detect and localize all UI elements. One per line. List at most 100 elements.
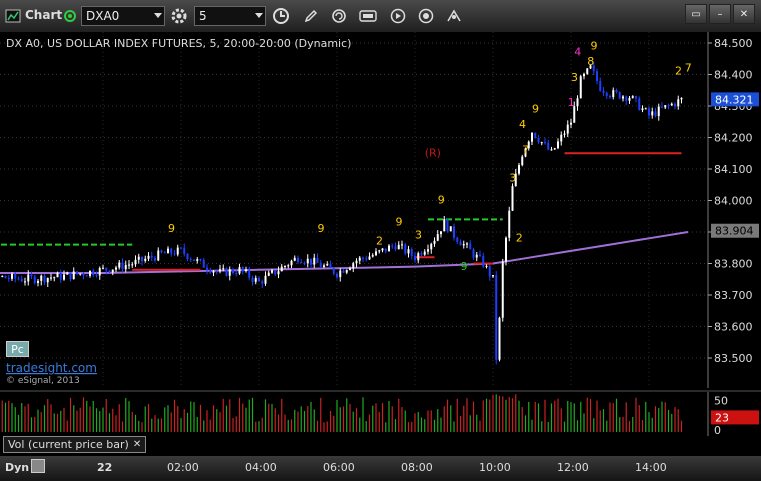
symbol-value: DXA0 [86, 9, 120, 23]
sma-price-tag [711, 223, 759, 238]
dyn-label[interactable]: Dyn [5, 461, 30, 474]
close-icon[interactable]: ✕ [733, 4, 755, 24]
candle-body [115, 267, 117, 270]
candle-body [407, 249, 410, 254]
candle-body [596, 71, 598, 82]
interval-select[interactable]: 5 [194, 6, 266, 26]
close-icon[interactable]: ✕ [132, 439, 142, 450]
candle-body [202, 259, 205, 268]
candle-body [609, 95, 611, 97]
candle-body [173, 253, 176, 255]
setup-annotation: 9 [396, 216, 403, 229]
candle-body [349, 268, 351, 271]
candle-body [537, 137, 540, 143]
candle-body [1, 275, 4, 277]
setup-annotation: 3 [571, 71, 578, 84]
candle-body [24, 281, 26, 283]
chevron-down-icon[interactable] [255, 13, 263, 18]
candle-body [664, 105, 667, 108]
refresh-icon[interactable] [329, 6, 349, 26]
record-icon[interactable] [416, 6, 436, 26]
candle-body [128, 264, 130, 266]
candle-body [449, 226, 452, 232]
setup-annotation: (R) [574, 32, 590, 33]
candle-body [420, 253, 423, 255]
tools-icon[interactable] [358, 6, 378, 26]
candle-body [50, 277, 52, 279]
chevron-down-icon[interactable] [154, 13, 162, 18]
chart-window-icon [3, 6, 23, 26]
clock-icon[interactable] [271, 6, 291, 26]
last-price-tag [711, 92, 759, 107]
symbol-input[interactable]: DXA0 [81, 6, 165, 26]
candle-body [124, 264, 127, 270]
setup-annotation: 9 [591, 39, 598, 52]
gear-icon[interactable] [169, 6, 189, 26]
candle-body [82, 273, 85, 276]
chart-title: DX A0, US DOLLAR INDEX FUTURES, 5, 20:00… [6, 37, 351, 50]
candle-body [27, 274, 30, 282]
setup-annotation: (R) [425, 146, 441, 159]
lock-icon[interactable] [31, 459, 45, 473]
candle-body [638, 98, 641, 111]
candle-body [316, 257, 319, 263]
candle-body [446, 219, 449, 232]
link-status-icon[interactable] [60, 6, 80, 26]
watermark-site[interactable]: tradesight.com [6, 361, 97, 375]
candle-body [628, 97, 631, 101]
pc-badge[interactable]: Pc [6, 341, 29, 357]
candle-body [323, 265, 325, 267]
candle-body [11, 273, 13, 279]
candle-body [401, 244, 403, 246]
candle-body [521, 156, 524, 166]
candle-body [501, 261, 504, 318]
play-icon[interactable] [388, 6, 408, 26]
candle-body [222, 268, 225, 270]
candle-body [368, 256, 371, 260]
setup-annotation: 9 [168, 222, 175, 235]
candle-body [547, 142, 550, 150]
interval-value: 5 [199, 9, 207, 23]
pencil-icon[interactable] [301, 6, 321, 26]
candle-body [17, 278, 20, 280]
candle-body [147, 255, 150, 259]
minimize-icon[interactable]: – [709, 4, 731, 24]
setup-annotation: 2 [516, 231, 523, 244]
candle-body [592, 65, 595, 72]
x-tick-label: 10:00 [479, 461, 511, 474]
candle-body [245, 269, 247, 272]
price-chart[interactable]: (R)(R)59929399237491348927 84.50084.4008… [0, 32, 761, 388]
candle-body [332, 268, 335, 274]
candle-body [378, 250, 381, 252]
volume-panel[interactable]: 50 023 [0, 390, 761, 436]
candle-body [14, 273, 17, 279]
candle-body [85, 275, 88, 277]
sma-line [0, 231, 689, 274]
candle-body [622, 96, 624, 99]
candle-body [371, 255, 374, 257]
candle-body [170, 248, 173, 254]
candle-body [466, 243, 468, 245]
candle-body [186, 253, 189, 260]
y-tick-label: 84.000 [714, 195, 753, 208]
candle-body [443, 219, 446, 232]
candle-body [206, 267, 208, 271]
candle-body [248, 269, 251, 278]
candle-body [680, 97, 683, 100]
candle-body [105, 267, 108, 271]
candle-body [404, 244, 407, 254]
volume-label[interactable]: Vol (current price bar) ✕ [3, 436, 147, 453]
candle-body [137, 256, 140, 260]
candle-body [391, 245, 394, 247]
candle-body [459, 241, 462, 246]
candle-body [134, 259, 137, 265]
price-axis[interactable] [708, 32, 761, 388]
candle-body [677, 99, 680, 107]
candle-body [570, 122, 572, 125]
setup-annotation: 4 [574, 46, 581, 59]
drawing-tool-icon[interactable] [444, 6, 464, 26]
restore-icon[interactable]: ▭ [685, 4, 707, 24]
candle-body [544, 142, 546, 144]
toolbar: Chart DXA0 5 ▭ – ✕ [0, 0, 761, 33]
candle-body [59, 272, 62, 280]
